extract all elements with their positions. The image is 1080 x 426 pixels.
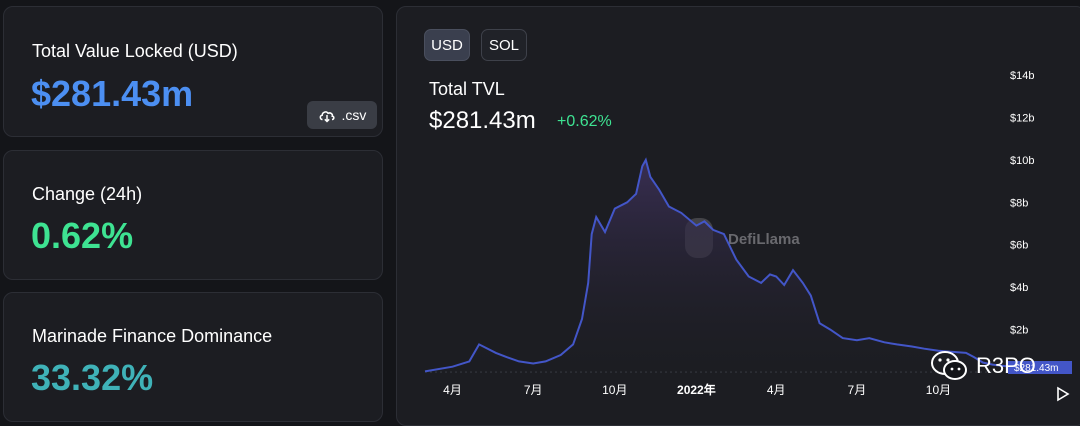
change-card: Change (24h) 0.62% bbox=[3, 150, 383, 280]
last-value-badge bbox=[1008, 361, 1072, 374]
r3po-text: R3PO bbox=[976, 353, 1036, 378]
tvl-area bbox=[425, 159, 1072, 372]
usd-toggle-button[interactable]: USD bbox=[424, 29, 470, 61]
defillama-logo-text: DefiLlama bbox=[728, 231, 800, 248]
play-icon[interactable] bbox=[1057, 386, 1070, 402]
x-tick-label: 2022年 bbox=[677, 382, 716, 397]
chart-total-value: $281.43m bbox=[429, 107, 536, 134]
cloud-download-icon bbox=[319, 111, 335, 123]
download-csv-button[interactable]: .csv bbox=[307, 101, 377, 129]
tvl-value: $281.43m bbox=[31, 73, 194, 114]
x-tick-label: 10月 bbox=[926, 383, 951, 397]
dominance-label: Marinade Finance Dominance bbox=[32, 326, 273, 346]
y-tick-label: $12b bbox=[1010, 112, 1034, 124]
x-tick-label: 4月 bbox=[767, 383, 786, 397]
r3po-watermark: R3PO bbox=[930, 350, 1036, 382]
sol-toggle-button[interactable]: SOL bbox=[481, 29, 527, 61]
tvl-label: Total Value Locked (USD) bbox=[32, 41, 238, 61]
x-tick-label: 7月 bbox=[524, 383, 543, 397]
last-value-label: $281.43m bbox=[1014, 363, 1058, 374]
tvl-area-chart: DefiLlama $2b $4b $6b $8b $10b $12b $14b 4月 7月 1… bbox=[424, 70, 1072, 402]
y-tick-label: $14b bbox=[1010, 70, 1034, 82]
tvl-line bbox=[424, 157, 1072, 373]
dominance-value: 33.32% bbox=[31, 357, 154, 398]
x-tick-label: 10月 bbox=[602, 383, 627, 397]
y-tick-label: $8b bbox=[1010, 197, 1028, 209]
csv-label: .csv bbox=[341, 107, 367, 123]
dominance-card: Marinade Finance Dominance 33.32% bbox=[3, 292, 383, 422]
y-tick-label: $2b bbox=[1010, 325, 1028, 337]
tvl-card: Total Value Locked (USD) $281.43m .csv bbox=[3, 6, 383, 137]
change-label: Change (24h) bbox=[32, 184, 143, 204]
change-value: 0.62% bbox=[31, 215, 134, 256]
chart-change: +0.62% bbox=[557, 113, 612, 130]
x-tick-label: 7月 bbox=[848, 383, 867, 397]
y-tick-label: $6b bbox=[1010, 240, 1028, 252]
wechat-icon bbox=[931, 351, 967, 380]
y-tick-label: $10b bbox=[1010, 155, 1034, 167]
x-tick-label: 4月 bbox=[443, 383, 462, 397]
chart-title: Total TVL bbox=[429, 79, 505, 99]
y-tick-label: $4b bbox=[1010, 282, 1028, 294]
